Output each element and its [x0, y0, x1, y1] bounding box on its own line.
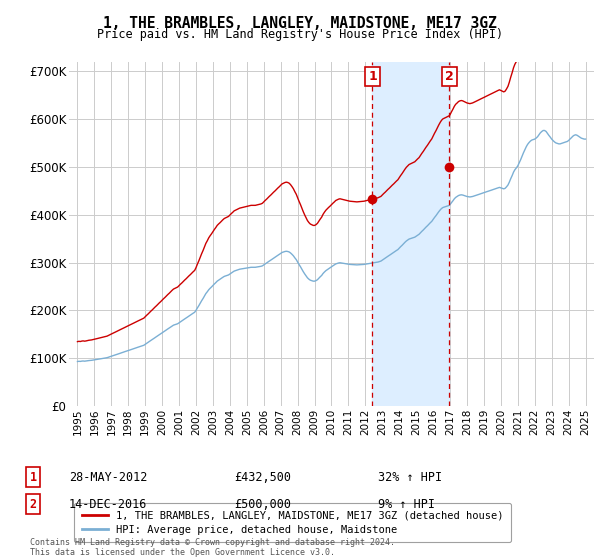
- Text: 14-DEC-2016: 14-DEC-2016: [69, 497, 148, 511]
- Text: Price paid vs. HM Land Registry's House Price Index (HPI): Price paid vs. HM Land Registry's House …: [97, 28, 503, 41]
- Bar: [373, 62, 449, 406]
- Text: 9% ↑ HPI: 9% ↑ HPI: [378, 497, 435, 511]
- Text: 2: 2: [29, 497, 37, 511]
- Text: £500,000: £500,000: [234, 497, 291, 511]
- Text: £432,500: £432,500: [234, 470, 291, 484]
- Text: 1: 1: [368, 70, 377, 83]
- Text: Contains HM Land Registry data © Crown copyright and database right 2024.
This d: Contains HM Land Registry data © Crown c…: [30, 538, 395, 557]
- Text: 2: 2: [445, 70, 454, 83]
- Text: 28-MAY-2012: 28-MAY-2012: [69, 470, 148, 484]
- Legend: 1, THE BRAMBLES, LANGLEY, MAIDSTONE, ME17 3GZ (detached house), HPI: Average pri: 1, THE BRAMBLES, LANGLEY, MAIDSTONE, ME1…: [74, 503, 511, 542]
- Text: 1: 1: [29, 470, 37, 484]
- Text: 1, THE BRAMBLES, LANGLEY, MAIDSTONE, ME17 3GZ: 1, THE BRAMBLES, LANGLEY, MAIDSTONE, ME1…: [103, 16, 497, 31]
- Text: 32% ↑ HPI: 32% ↑ HPI: [378, 470, 442, 484]
